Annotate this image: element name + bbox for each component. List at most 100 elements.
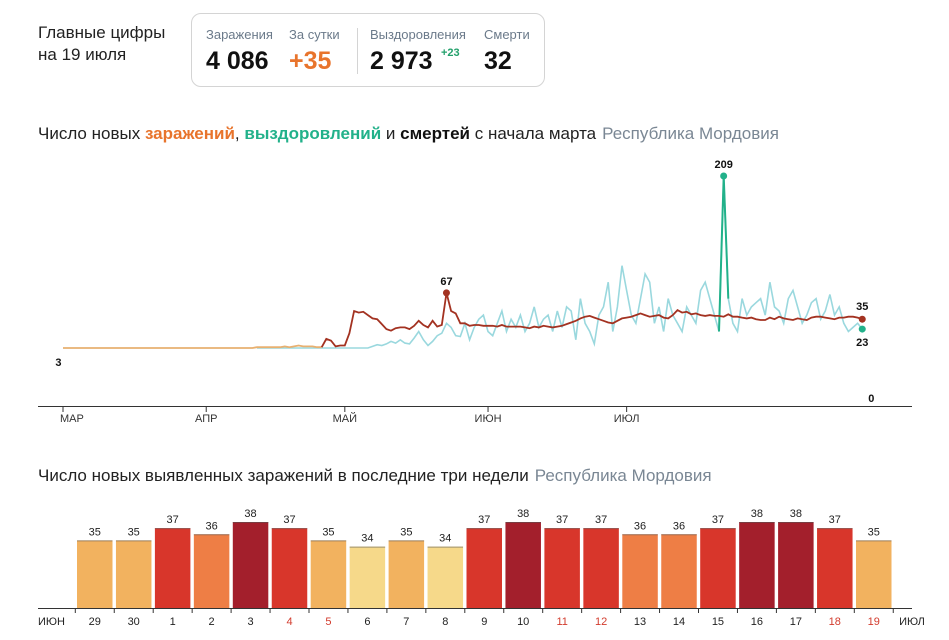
day-label: 11 <box>556 616 567 628</box>
stat-deaths-value: 32 <box>484 47 512 75</box>
chart2-title: Число новых выявленных заражений в после… <box>38 466 712 486</box>
infections-line-early <box>63 344 322 349</box>
daily-bar-value: 37 <box>556 514 568 526</box>
daily-bar <box>856 540 892 608</box>
month-tick-label: ИЮЛ <box>614 413 640 425</box>
daily-bar-value: 36 <box>205 520 217 532</box>
month-tick-label: МАЙ <box>333 412 357 425</box>
chart2-title-text: Число новых выявленных заражений в после… <box>38 466 529 485</box>
daily-bar <box>271 528 308 608</box>
recoveries-peak-dot <box>720 172 728 180</box>
daily-bar-value: 35 <box>400 526 412 538</box>
day-label: 30 <box>128 616 140 628</box>
daily-bar <box>661 534 697 608</box>
daily-bar <box>700 528 736 608</box>
line-chart: МАР АПР МАЙ ИЮН ИЮЛ 67 209 35 23 3 0 <box>38 159 912 425</box>
daily-bar <box>427 546 464 608</box>
day-label: 4 <box>286 616 292 628</box>
daily-bar-value: 37 <box>167 514 179 526</box>
daily-bar <box>388 540 425 608</box>
chart1-title-infections: заражений <box>144 124 235 143</box>
page-title-line1: Главные цифры <box>38 23 166 42</box>
daily-bar-value: 36 <box>634 520 646 532</box>
chart1-title-part0: Число новых <box>38 124 145 143</box>
stat-deaths-label: Смерти <box>484 27 530 42</box>
infections-line <box>320 292 863 348</box>
daily-bar-value: 35 <box>322 526 334 538</box>
day-label: 1 <box>170 616 176 628</box>
daily-bar-value: 35 <box>868 526 880 538</box>
deaths-last-label: 0 <box>868 393 874 405</box>
daily-bar <box>739 522 775 608</box>
daily-bar <box>778 522 814 608</box>
chart1-title: Число новых заражений, выздоровлений и с… <box>38 124 779 144</box>
daily-bar-value: 34 <box>361 533 373 545</box>
chart1-title-part2: , <box>234 124 245 143</box>
infections-last-label: 35 <box>856 301 868 313</box>
month-tick-label: ИЮН <box>475 413 502 425</box>
chart1-title-part4: и <box>381 124 401 143</box>
daily-bar-value: 36 <box>673 520 685 532</box>
day-label: 5 <box>325 616 331 628</box>
daily-bar-value: 37 <box>283 514 295 526</box>
stat-daily-label: За сутки <box>289 27 340 42</box>
daily-bar-value: 35 <box>128 526 140 538</box>
day-label: 10 <box>517 616 529 628</box>
stat-infections-value: 4 086 <box>206 47 269 75</box>
daily-bar <box>466 528 502 608</box>
month-start-label: ИЮН <box>38 616 65 628</box>
daily-bar <box>77 540 113 608</box>
page-title-line2: на 19 июля <box>38 45 127 64</box>
chart1-title-recoveries: выздоровлений <box>244 124 382 143</box>
recoveries-peak-segment <box>718 175 730 332</box>
chart1-title-part6: с начала марта <box>470 124 597 143</box>
day-label: 9 <box>481 616 487 628</box>
daily-bar-value: 37 <box>829 514 841 526</box>
daily-bar <box>544 528 580 608</box>
stat-infections-label: Заражения <box>206 27 273 42</box>
stats-divider <box>357 28 358 74</box>
recoveries-line <box>257 175 863 349</box>
daily-bar <box>817 528 853 608</box>
day-label: 15 <box>712 616 724 628</box>
daily-bar-value: 34 <box>439 533 451 545</box>
month-end-label: ИЮЛ <box>899 616 925 628</box>
chart2-region: Республика Мордовия <box>534 466 712 485</box>
day-label: 6 <box>364 616 370 628</box>
daily-bar-value: 38 <box>244 508 256 520</box>
daily-bar-value: 37 <box>712 514 724 526</box>
daily-bar-value: 37 <box>478 514 490 526</box>
daily-bar <box>310 540 347 608</box>
day-label: 7 <box>403 616 409 628</box>
stat-daily-value: +35 <box>289 47 332 75</box>
daily-bar-value: 38 <box>517 508 529 520</box>
day-label: 16 <box>751 616 763 628</box>
chart1-title-deaths: смертей <box>400 124 471 143</box>
day-label: 18 <box>829 616 841 628</box>
daily-bar-value: 37 <box>595 514 607 526</box>
day-label: 12 <box>595 616 607 628</box>
day-label: 14 <box>673 616 685 628</box>
daily-bar <box>193 534 230 608</box>
daily-bar-value: 38 <box>751 508 763 520</box>
stat-recovered-value: 2 973 <box>370 47 433 75</box>
daily-bar-value: 38 <box>790 508 802 520</box>
chart1-region: Республика Мордовия <box>602 124 779 143</box>
daily-bar-value: 35 <box>89 526 101 538</box>
daily-bar <box>232 522 269 608</box>
month-tick-label: АПР <box>195 413 217 425</box>
recoveries-last-dot <box>858 325 866 333</box>
stat-recovered-label: Выздоровления <box>370 27 466 42</box>
infections-last-dot <box>858 315 866 323</box>
month-tick-label: МАР <box>60 413 84 425</box>
day-label: 2 <box>209 616 215 628</box>
recoveries-peak-label: 209 <box>714 159 732 171</box>
daily-bar <box>505 522 541 608</box>
day-label: 17 <box>790 616 802 628</box>
infections-peak-dot <box>442 289 450 297</box>
recoveries-last-label: 23 <box>856 337 868 349</box>
daily-bar <box>583 528 619 608</box>
page-title: Главные цифры на 19 июля <box>38 22 188 66</box>
daily-bar <box>622 534 658 608</box>
daily-bar <box>115 540 152 608</box>
